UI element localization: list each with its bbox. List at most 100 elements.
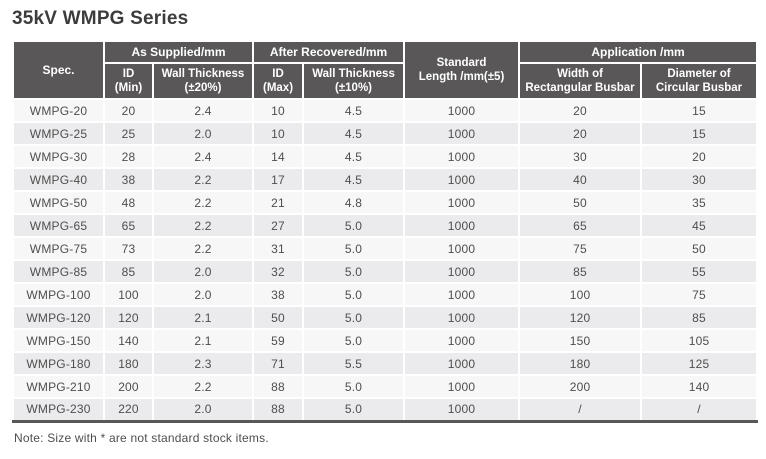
value-cell: 25 (103, 121, 154, 146)
value-cell: / (640, 397, 759, 422)
value-cell: 5.0 (302, 213, 406, 238)
spec-cell: WMPG-75 (12, 236, 105, 261)
table-row: WMPG-230 220 2.0 88 5.0 1000// (12, 397, 759, 422)
value-cell: 2.0 (151, 121, 255, 146)
value-cell: 21 (252, 190, 305, 215)
header-spec: Spec. (12, 40, 105, 100)
value-cell: 5.0 (302, 374, 406, 399)
value-cell: 20 (103, 98, 154, 123)
value-cell: 1000 (403, 98, 521, 123)
value-cell: 27 (252, 213, 305, 238)
value-cell: 85 (103, 259, 154, 284)
value-cell: 88 (252, 397, 305, 422)
value-cell: 20 (640, 144, 759, 169)
table-header: Spec. As Supplied/mm After Recovered/mm … (12, 40, 759, 100)
value-cell: 35 (640, 190, 759, 215)
value-cell: 1000 (403, 144, 521, 169)
value-cell: 14 (252, 144, 305, 169)
value-cell: 200 (103, 374, 154, 399)
value-cell: 2.0 (151, 259, 255, 284)
subheader-wall-thickness-20: Wall Thickness (±20%) (151, 62, 255, 100)
value-cell: 1000 (403, 374, 521, 399)
table-row: WMPG-210 200 2.2 88 5.0 1000 200 140 (12, 374, 759, 399)
spec-cell: WMPG-40 (12, 167, 105, 192)
value-cell: 2.0 (151, 397, 255, 422)
value-cell: 5.0 (302, 397, 406, 422)
table-row: WMPG-85 85 2.0 32 5.0 1000 85 55 (12, 259, 759, 284)
value-cell: 4.5 (302, 121, 406, 146)
header-standard-length: Standard Length /mm(±5) (403, 40, 521, 100)
value-cell: 2.2 (151, 190, 255, 215)
value-cell: 200 (518, 374, 643, 399)
spec-cell: WMPG-180 (12, 351, 105, 376)
value-cell: 10 (252, 121, 305, 146)
value-cell: 5.0 (302, 305, 406, 330)
value-cell: 5.0 (302, 328, 406, 353)
page-title: 35kV WMPG Series (12, 8, 189, 29)
header-group-row: Spec. As Supplied/mm After Recovered/mm … (12, 40, 759, 100)
value-cell: 88 (252, 374, 305, 399)
table-row: WMPG-30 28 2.4 14 4.5 1000 30 20 (12, 144, 759, 169)
value-cell: 2.2 (151, 236, 255, 261)
value-cell: 2.3 (151, 351, 255, 376)
value-cell: 1000 (403, 167, 521, 192)
value-cell: 50 (518, 190, 643, 215)
value-cell: 4.8 (302, 190, 406, 215)
value-cell: 17 (252, 167, 305, 192)
value-cell: 45 (640, 213, 759, 238)
table-row: WMPG-65 65 2.2 27 5.0 1000 65 45 (12, 213, 759, 238)
spec-cell: WMPG-100 (12, 282, 105, 307)
table-row: WMPG-20 20 2.4 10 4.5 1000 20 15 (12, 98, 759, 123)
value-cell: 50 (640, 236, 759, 261)
subheader-diameter-circular-busbar: Diameter of Circular Busbar (640, 62, 759, 100)
value-cell: 180 (518, 351, 643, 376)
value-cell: 5.5 (302, 351, 406, 376)
value-cell: 30 (640, 167, 759, 192)
table-row: WMPG-75 73 2.2 31 5.0 1000 75 50 (12, 236, 759, 261)
value-cell: 2.4 (151, 144, 255, 169)
value-cell: 1000 (403, 282, 521, 307)
header-after-recovered: After Recovered/mm (252, 40, 406, 64)
value-cell: 100 (518, 282, 643, 307)
subheader-id-min: ID (Min) (103, 62, 154, 100)
subheader-id-max: ID (Max) (252, 62, 305, 100)
value-cell: 48 (103, 190, 154, 215)
table-row: WMPG-180 180 2.3 71 5.5 1000 180 125 (12, 351, 759, 376)
value-cell: 2.2 (151, 167, 255, 192)
value-cell: 2.1 (151, 305, 255, 330)
spec-table: Spec. As Supplied/mm After Recovered/mm … (12, 40, 759, 423)
spec-cell: WMPG-230 (12, 397, 105, 422)
spec-cell: WMPG-85 (12, 259, 105, 284)
value-cell: 140 (640, 374, 759, 399)
value-cell: 32 (252, 259, 305, 284)
value-cell: 59 (252, 328, 305, 353)
value-cell: 31 (252, 236, 305, 261)
value-cell: 75 (518, 236, 643, 261)
value-cell: 71 (252, 351, 305, 376)
spec-cell: WMPG-120 (12, 305, 105, 330)
value-cell: 150 (518, 328, 643, 353)
value-cell: 4.5 (302, 144, 406, 169)
value-cell: 120 (103, 305, 154, 330)
table-row: WMPG-50 48 2.2 21 4.8 1000 50 35 (12, 190, 759, 215)
value-cell: 1000 (403, 328, 521, 353)
value-cell: 105 (640, 328, 759, 353)
value-cell: 100 (103, 282, 154, 307)
value-cell: / (518, 397, 643, 422)
value-cell: 1000 (403, 121, 521, 146)
value-cell: 10 (252, 98, 305, 123)
value-cell: 5.0 (302, 259, 406, 284)
value-cell: 38 (252, 282, 305, 307)
table-row: WMPG-25 25 2.0 10 4.5 1000 20 15 (12, 121, 759, 146)
value-cell: 5.0 (302, 282, 406, 307)
spec-cell: WMPG-210 (12, 374, 105, 399)
value-cell: 1000 (403, 351, 521, 376)
value-cell: 30 (518, 144, 643, 169)
table-row: WMPG-120 120 2.1 50 5.0 1000 120 85 (12, 305, 759, 330)
value-cell: 140 (103, 328, 154, 353)
table-row: WMPG-100 100 2.0 38 5.0 1000 100 75 (12, 282, 759, 307)
value-cell: 73 (103, 236, 154, 261)
value-cell: 220 (103, 397, 154, 422)
value-cell: 65 (518, 213, 643, 238)
